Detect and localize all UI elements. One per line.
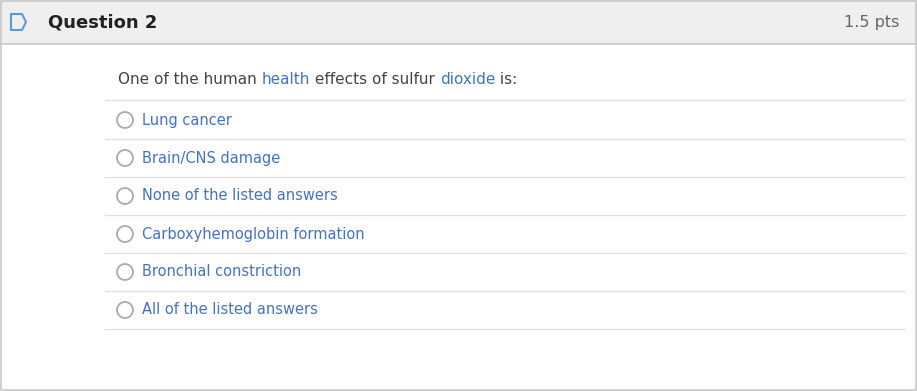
Text: Lung cancer: Lung cancer [142, 113, 232, 127]
Text: Bronchial constriction: Bronchial constriction [142, 264, 302, 280]
Circle shape [117, 226, 133, 242]
Text: One of the human: One of the human [118, 72, 261, 88]
Text: is:: is: [495, 72, 517, 88]
Text: Question 2: Question 2 [48, 13, 158, 31]
Circle shape [117, 150, 133, 166]
FancyBboxPatch shape [0, 44, 917, 391]
Circle shape [117, 188, 133, 204]
Text: 1.5 pts: 1.5 pts [844, 14, 899, 29]
Circle shape [117, 264, 133, 280]
Text: Carboxyhemoglobin formation: Carboxyhemoglobin formation [142, 226, 365, 242]
FancyBboxPatch shape [0, 0, 917, 44]
Circle shape [117, 302, 133, 318]
Text: All of the listed answers: All of the listed answers [142, 303, 318, 317]
Circle shape [117, 112, 133, 128]
Text: None of the listed answers: None of the listed answers [142, 188, 337, 203]
Text: effects of sulfur: effects of sulfur [310, 72, 440, 88]
Text: dioxide: dioxide [440, 72, 495, 88]
Text: health: health [261, 72, 310, 88]
Text: Brain/CNS damage: Brain/CNS damage [142, 151, 281, 165]
